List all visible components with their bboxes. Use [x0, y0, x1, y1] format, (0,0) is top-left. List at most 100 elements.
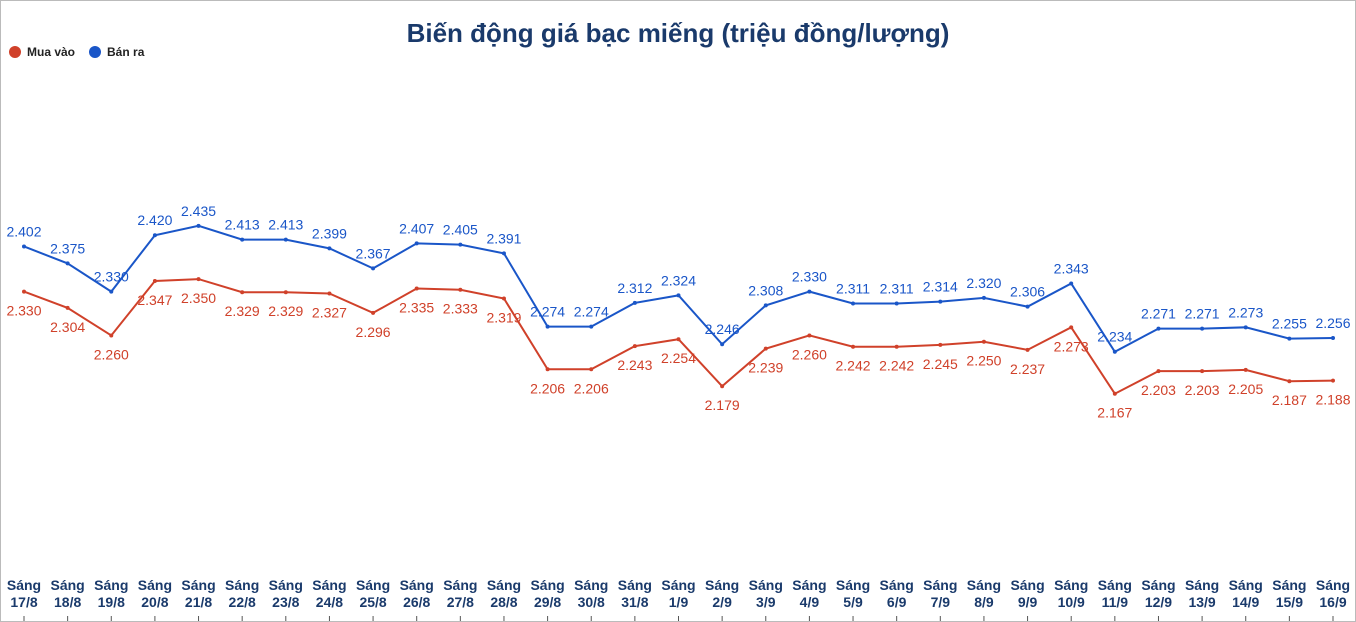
data-label: 2.407: [399, 220, 434, 236]
data-point: [1243, 325, 1248, 330]
x-tick-label: Sáng 7/9: [923, 577, 958, 610]
data-point: [720, 384, 725, 389]
data-label: 2.306: [1010, 284, 1045, 300]
data-point: [676, 293, 681, 298]
data-label: 2.311: [836, 281, 870, 297]
data-point: [1200, 326, 1205, 331]
data-label: 2.319: [486, 309, 521, 325]
x-tick-label: Sáng 6/9: [879, 577, 914, 610]
x-tick-label: Sáng 27/8: [443, 577, 478, 610]
data-point: [1287, 336, 1292, 341]
x-tick-label: Sáng 13/9: [1184, 577, 1220, 610]
data-label: 2.243: [617, 357, 652, 373]
data-point: [196, 277, 201, 282]
data-point: [283, 237, 288, 242]
data-label: 2.420: [137, 212, 172, 228]
data-point: [1025, 304, 1030, 309]
data-point: [1287, 379, 1292, 384]
data-label: 2.242: [879, 358, 914, 374]
data-label: 2.242: [836, 358, 871, 374]
x-tick-label: Sáng 25/8: [355, 577, 391, 610]
data-label: 2.405: [443, 222, 478, 238]
x-tick-label: Sáng 22/8: [225, 577, 260, 610]
x-tick-label: Sáng 1/9: [661, 577, 696, 610]
x-tick-label: Sáng 28/8: [486, 577, 522, 610]
x-tick-label: Sáng 18/8: [50, 577, 85, 610]
x-tick-label: Sáng 9/9: [1010, 577, 1045, 610]
data-label: 2.402: [6, 223, 41, 239]
data-label: 2.205: [1228, 381, 1263, 397]
legend-item: Mua vào: [9, 45, 75, 59]
data-point: [1156, 369, 1161, 374]
x-tick-label: Sáng 2/9: [705, 577, 740, 610]
data-point: [1112, 391, 1117, 396]
data-point: [371, 310, 376, 315]
data-point: [851, 344, 856, 349]
data-label: 2.312: [617, 280, 652, 296]
legend-swatch: [89, 46, 102, 58]
data-point: [458, 242, 463, 247]
data-point: [720, 342, 725, 347]
data-label: 2.206: [530, 380, 565, 396]
data-point: [152, 233, 157, 238]
legend-item: Bán ra: [89, 45, 144, 59]
x-tick-label: Sáng 5/9: [835, 577, 871, 610]
data-point: [283, 290, 288, 295]
data-label: 2.179: [705, 397, 740, 413]
data-label: 2.413: [225, 217, 260, 233]
x-tick-label: Sáng 24/8: [312, 577, 347, 610]
x-tick-label: Sáng 8/9: [966, 577, 1002, 610]
data-label: 2.256: [1315, 315, 1350, 331]
x-tick-label: Sáng 4/9: [792, 577, 827, 610]
data-point: [240, 237, 245, 242]
data-label: 2.206: [574, 380, 609, 396]
data-point: [851, 301, 856, 306]
data-label: 2.347: [137, 292, 172, 308]
data-label: 2.330: [792, 269, 827, 285]
data-point: [938, 299, 943, 304]
legend: Mua vào Bán ra: [9, 45, 144, 59]
data-point: [589, 367, 594, 372]
data-label: 2.391: [486, 230, 521, 246]
x-tick-label: Sáng 12/9: [1141, 577, 1176, 610]
x-tick-label: Sáng 17/8: [6, 577, 42, 610]
legend-label: Bán ra: [107, 45, 145, 59]
data-label: 2.254: [661, 350, 696, 366]
data-point: [632, 300, 637, 305]
data-point: [632, 344, 637, 349]
data-point: [1156, 326, 1161, 331]
series-line: [23, 224, 1334, 354]
x-tick-label: Sáng 15/9: [1272, 577, 1307, 610]
data-label: 2.239: [748, 360, 783, 376]
data-label: 2.335: [399, 299, 434, 315]
data-point: [371, 266, 376, 271]
data-point: [763, 346, 768, 351]
data-label: 2.329: [225, 303, 260, 319]
data-label: 2.274: [530, 304, 565, 320]
data-point: [109, 289, 114, 294]
data-label: 2.245: [923, 356, 958, 372]
data-point: [938, 342, 943, 347]
data-label: 2.399: [312, 225, 347, 241]
data-point: [589, 324, 594, 329]
data-point: [807, 333, 812, 338]
data-label: 2.234: [1097, 329, 1132, 345]
data-point: [414, 241, 419, 246]
legend-swatch: [9, 46, 21, 58]
x-tick-label: Sáng 16/9: [1315, 577, 1351, 610]
data-label: 2.343: [1054, 260, 1089, 276]
data-point: [1243, 367, 1248, 372]
data-label: 2.413: [268, 217, 303, 233]
data-point: [1112, 349, 1117, 354]
data-point: [109, 333, 114, 338]
data-label: 2.203: [1141, 382, 1176, 398]
data-label: 2.314: [923, 279, 958, 295]
data-point: [327, 291, 332, 296]
data-point: [65, 305, 70, 310]
x-tick-label: Sáng 3/9: [748, 577, 783, 610]
data-point: [676, 337, 681, 342]
data-label: 2.330: [6, 303, 41, 319]
x-tick-label: Sáng 20/8: [137, 577, 172, 610]
